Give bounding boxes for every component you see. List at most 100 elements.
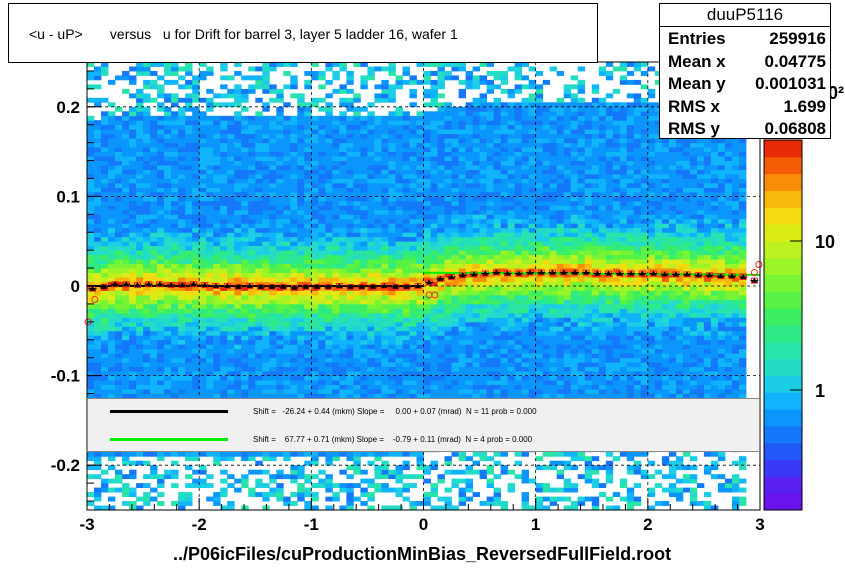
heat-cell [437, 371, 445, 376]
heat-cell [220, 371, 228, 376]
heat-cell [213, 250, 221, 256]
heat-cell [353, 460, 361, 466]
heat-cell [241, 335, 249, 341]
heat-cell [381, 308, 389, 314]
heat-cell [437, 75, 445, 81]
heat-cell [178, 299, 186, 305]
heat-cell [388, 335, 396, 341]
heat-cell [451, 335, 459, 341]
heat-cell [108, 169, 116, 175]
heat-cell [290, 259, 298, 264]
heat-cell [290, 75, 298, 81]
heat-cell [430, 380, 438, 385]
heat-cell [458, 321, 466, 327]
heat-cell [255, 66, 263, 72]
heat-cell [185, 299, 193, 305]
heat-cell [206, 236, 214, 242]
heat-cell [171, 353, 179, 359]
heat-cell [290, 344, 298, 350]
heat-cell [94, 75, 102, 81]
heat-cell [227, 232, 235, 238]
heat-cell [374, 465, 382, 471]
heat-cell [136, 160, 144, 166]
heat-cell [290, 371, 298, 376]
heat-cell [108, 227, 116, 233]
heat-cell [150, 357, 158, 363]
heat-cell [185, 79, 193, 85]
heat-cell [164, 357, 172, 363]
heat-cell [213, 259, 221, 264]
heat-cell [367, 496, 375, 502]
heat-cell [164, 290, 172, 296]
heat-cell [374, 357, 382, 363]
heat-cell [269, 124, 277, 130]
heat-cell [220, 326, 228, 332]
heat-cell [220, 492, 228, 497]
heat-cell [136, 232, 144, 238]
heat-cell [115, 321, 123, 327]
heat-cell [444, 183, 452, 188]
heat-cell [304, 362, 312, 368]
heat-cell [94, 357, 102, 363]
heat-cell [220, 151, 228, 157]
heat-cell [311, 218, 319, 224]
heat-cell [248, 205, 256, 211]
heat-cell [269, 290, 277, 296]
heat-cell [451, 174, 459, 179]
heat-cell [437, 389, 445, 394]
heat-cell [255, 303, 263, 309]
heat-cell [297, 138, 305, 144]
heat-cell [171, 236, 179, 242]
heat-cell [332, 353, 340, 359]
heat-cell [206, 272, 214, 278]
heat-cell [150, 277, 158, 282]
heat-cell [164, 371, 172, 376]
heat-cell [451, 375, 459, 381]
heat-cell [290, 93, 298, 99]
heat-cell [395, 218, 403, 224]
heat-cell [262, 75, 270, 81]
heat-cell [262, 339, 270, 345]
heat-cell [444, 375, 452, 381]
heat-cell [458, 196, 466, 202]
heat-cell [430, 187, 438, 193]
heat-cell [332, 165, 340, 170]
heat-cell [171, 469, 179, 475]
heat-cell [255, 209, 263, 215]
heat-cell [122, 115, 130, 121]
heat-cell [297, 339, 305, 345]
heat-cell [269, 236, 277, 242]
heat-cell [451, 321, 459, 327]
heat-cell [423, 75, 431, 81]
heat-cell [444, 120, 452, 126]
heat-cell [360, 469, 368, 475]
heat-cell [192, 151, 200, 157]
heat-cell [101, 160, 109, 166]
heat-cell [388, 156, 396, 161]
heat-cell [332, 75, 340, 81]
heat-cell [87, 84, 95, 90]
heat-cell [444, 209, 452, 215]
heat-cell [262, 268, 270, 273]
heat-cell [423, 147, 431, 152]
heat-cell [367, 344, 375, 350]
heat-cell [87, 277, 95, 282]
heat-cell [122, 492, 130, 497]
heat-cell [143, 62, 151, 67]
heat-cell [388, 254, 396, 260]
heat-cell [290, 84, 298, 90]
heat-cell [241, 133, 249, 139]
heat-cell [332, 308, 340, 314]
heat-cell [115, 474, 123, 480]
heat-cell [409, 362, 417, 368]
heat-cell [136, 218, 144, 224]
heat-cell [465, 218, 473, 224]
heat-cell [360, 209, 368, 215]
heat-cell [269, 205, 277, 211]
heat-cell [381, 236, 389, 242]
heat-cell [241, 286, 249, 291]
heat-cell [374, 312, 382, 318]
heat-cell [178, 97, 186, 103]
heat-cell [423, 478, 431, 484]
heat-cell [255, 111, 263, 117]
